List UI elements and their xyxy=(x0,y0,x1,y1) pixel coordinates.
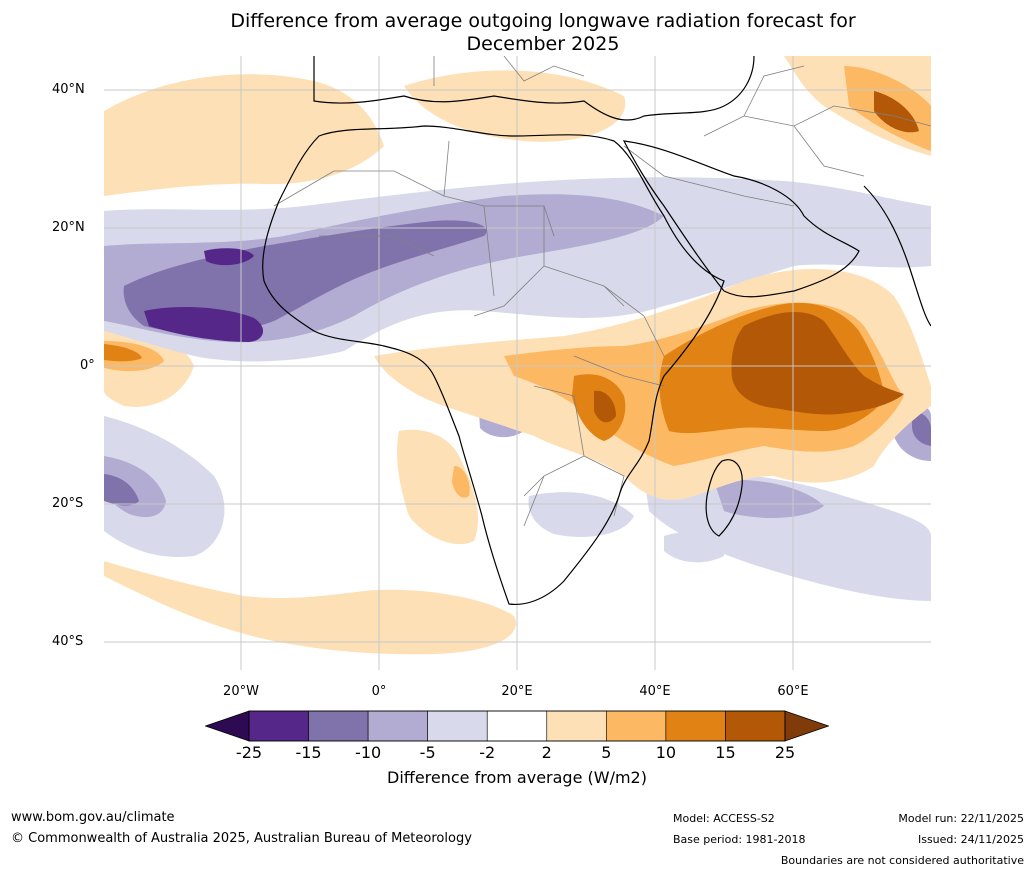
country-borders xyxy=(273,56,931,527)
colorbar-extend-low xyxy=(205,711,249,741)
chart-title: Difference from average outgoing longwav… xyxy=(104,10,982,56)
arabian-peninsula-coastline xyxy=(622,140,860,298)
madagascar-coastline xyxy=(705,459,743,537)
lat-label-40n: 40°N xyxy=(52,82,85,97)
lat-label-20n: 20°N xyxy=(52,220,85,235)
lon-label-0: 0° xyxy=(371,684,387,699)
colorbar-segment xyxy=(427,710,488,742)
strong-negative-anomaly-west-africa xyxy=(144,306,264,342)
positive-anomaly-middle-east xyxy=(874,91,919,133)
europe-coastline xyxy=(313,56,755,121)
lat-label-20s: 20°S xyxy=(52,496,84,511)
colorbar-tick-label: -25 xyxy=(235,743,263,762)
india-coastline xyxy=(863,185,931,327)
lat-label-equator: 0° xyxy=(80,358,95,373)
colorbar-tick-label: 25 xyxy=(774,743,796,762)
colorbar-segment xyxy=(665,710,726,742)
colorbar-tick-label: -5 xyxy=(419,743,436,762)
colorbar-segment xyxy=(367,710,428,742)
africa-coastline xyxy=(262,125,725,605)
coastlines xyxy=(262,56,931,605)
colorbar-tick-label: -15 xyxy=(295,743,322,762)
anomaly-map xyxy=(104,56,931,670)
positive-anomaly-north-atlantic xyxy=(104,74,384,196)
colorbar-tick-label: 10 xyxy=(655,743,677,762)
issued-date: Issued: 24/11/2025 xyxy=(917,833,1024,846)
colorbar-tick-label: 5 xyxy=(601,743,612,762)
base-period: Base period: 1981-2018 xyxy=(673,833,806,846)
colorbar-segment xyxy=(606,710,667,742)
title-line-1: Difference from average outgoing longwav… xyxy=(230,10,856,32)
colorbar xyxy=(205,710,829,742)
colorbar-tick-label: 15 xyxy=(715,743,736,762)
colorbar-segment xyxy=(546,710,607,742)
colorbar-segment xyxy=(248,710,309,742)
website-link[interactable]: www.bom.gov.au/climate xyxy=(11,810,175,825)
colorbar-tick-label: -10 xyxy=(355,743,382,762)
colorbar-label: Difference from average (W/m2) xyxy=(387,768,647,787)
lon-label-60e: 60°E xyxy=(777,684,809,699)
positive-anomaly-south-atlantic xyxy=(104,561,516,655)
boundaries-disclaimer: Boundaries are not considered authoritat… xyxy=(780,854,1024,867)
negative-anomaly-south-atlantic xyxy=(104,416,225,557)
model-name: Model: ACCESS-S2 xyxy=(673,812,775,825)
lon-label-20w: 20°W xyxy=(223,684,259,699)
lon-label-40e: 40°E xyxy=(639,684,671,699)
positive-anomaly-mediterranean xyxy=(404,70,626,142)
colorbar-tick-label: -2 xyxy=(479,743,496,762)
colorbar-tick-label: 2 xyxy=(541,743,552,762)
title-line-2: December 2025 xyxy=(466,33,620,55)
colorbar-extend-high xyxy=(785,711,829,741)
model-run-date: Model run: 22/11/2025 xyxy=(898,812,1024,825)
lon-label-20e: 20°E xyxy=(501,684,533,699)
colorbar-segment xyxy=(486,710,548,742)
colorbar-segment xyxy=(308,710,369,742)
colorbar-segment xyxy=(725,710,786,742)
strong-positive-anomaly-indian-ocean xyxy=(731,311,904,415)
copyright-text: © Commonwealth of Australia 2025, Austra… xyxy=(11,831,472,846)
lat-label-40s: 40°S xyxy=(52,634,84,649)
graticule xyxy=(104,56,931,670)
